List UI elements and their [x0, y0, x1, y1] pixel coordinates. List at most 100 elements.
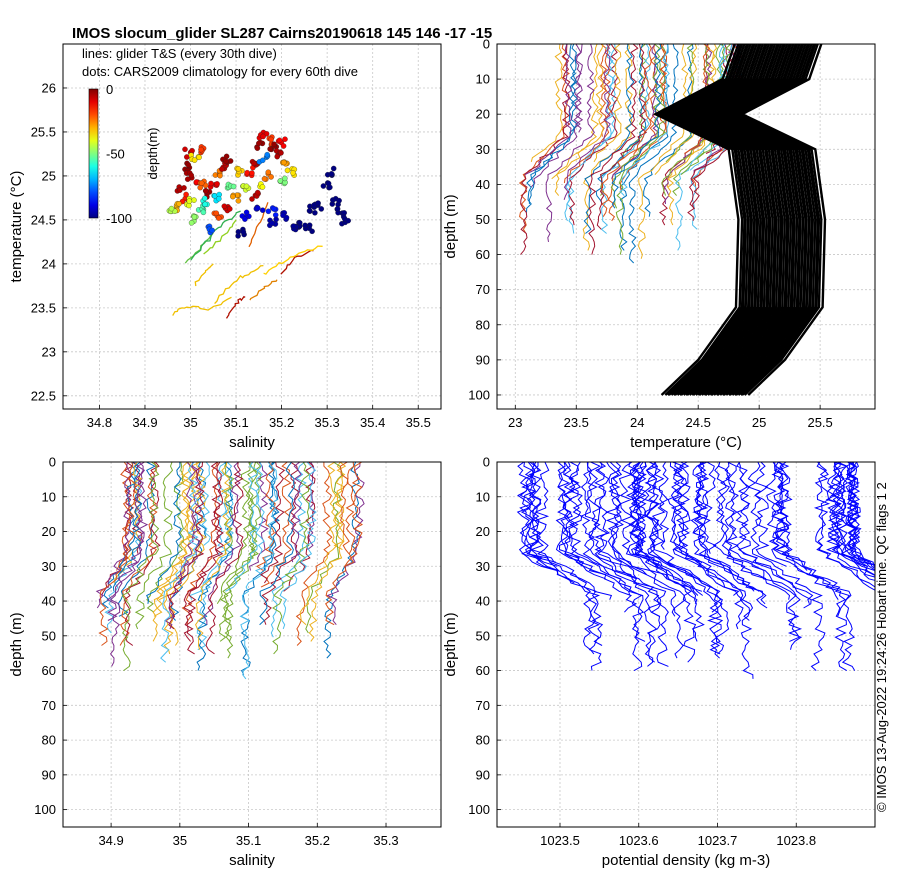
glider-profile-line [152, 462, 191, 642]
ts-diagram-panel: 34.8 34.9 35 35.1 35.2 35.3 35.4 35.5 22.5 23 23.5… [8, 43, 442, 451]
climatology-dot [268, 136, 274, 143]
glider-profile-line [594, 462, 638, 580]
glider-profile-line [596, 44, 648, 230]
glider-profile-line [563, 44, 611, 200]
annotation-text: dots: CARS2009 climatology for every 60t… [82, 64, 358, 79]
climatology-profile-line [677, 44, 765, 396]
glider-profile-line [520, 44, 571, 255]
glider-profile-line [595, 44, 647, 205]
climatology-dot [260, 133, 266, 140]
glider-profile-line [123, 462, 161, 646]
glider-profile-line [216, 462, 251, 605]
glider-profile-line [530, 44, 563, 163]
glider-profile-line [611, 44, 662, 209]
y-tick-label: 30 [476, 142, 490, 157]
climatology-dot [188, 220, 195, 226]
glider-profile-line [95, 462, 133, 609]
climatology-dot [196, 154, 202, 161]
glider-profile-line [259, 462, 295, 626]
climatology-profile-line [665, 44, 752, 396]
climatology-dot [261, 176, 268, 182]
climatology-dot [191, 157, 198, 163]
x-tick-label: 35.4 [360, 415, 385, 430]
y-tick-label: 26 [42, 80, 56, 95]
y-tick-label: 80 [476, 317, 490, 332]
climatology-dot [198, 180, 205, 186]
climatology-dot [168, 205, 175, 212]
y-tick-label: 40 [42, 594, 56, 609]
glider-profile-line [101, 462, 138, 609]
climatology-dot [265, 208, 272, 215]
glider-profile-line [644, 462, 722, 613]
climatology-dot [334, 206, 341, 212]
x-tick-label: 35.1 [236, 833, 261, 848]
glider-profile-line [295, 462, 333, 646]
climatology-dot [223, 158, 229, 165]
glider-ts-line [214, 264, 264, 305]
glider-profile-line [609, 462, 686, 659]
x-tick-label: 1023.8 [776, 833, 816, 848]
climatology-dot [256, 140, 262, 147]
glider-profile-line [831, 462, 866, 567]
climatology-profile-line [689, 44, 777, 396]
climatology-dot [176, 201, 182, 207]
x-tick-label: 35.2 [269, 415, 294, 430]
climatology-profile-line [707, 44, 795, 396]
glider-profile-line [555, 462, 585, 567]
glider-ts-line [225, 295, 246, 319]
climatology-dot [271, 206, 277, 212]
y-tick-label: 60 [42, 663, 56, 678]
climatology-dot [235, 198, 242, 204]
climatology-dot [217, 172, 223, 179]
x-axis-label: salinity [229, 434, 275, 451]
climatology-dot [297, 220, 303, 226]
x-tick-label: 24 [630, 415, 644, 430]
y-tick-label: 90 [42, 767, 56, 782]
y-tick-label: 23 [42, 344, 56, 359]
glider-profile-line [844, 462, 875, 566]
climatology-dot [264, 151, 270, 158]
climatology-dot [227, 158, 234, 164]
y-tick-label: 70 [476, 282, 490, 297]
glider-profile-line [816, 462, 875, 588]
climatology-profile-line [735, 44, 823, 396]
glider-profile-line [643, 44, 694, 217]
climatology-profile-line [713, 44, 801, 396]
glider-profile-line [259, 462, 286, 584]
glider-profile-line [747, 462, 826, 671]
glider-profile-line [735, 462, 812, 609]
glider-profile-line [628, 44, 680, 264]
axes-frame [62, 43, 442, 410]
climatology-dot [259, 157, 266, 164]
climatology-dot [240, 229, 247, 235]
glider-profile-line [715, 462, 791, 600]
glider-profile-line [593, 462, 669, 667]
glider-profile-line [526, 44, 577, 213]
climatology-profile-line [658, 44, 746, 396]
glider-profile-line [160, 462, 199, 663]
climatology-dot [243, 209, 250, 216]
climatology-dot [221, 203, 228, 209]
glider-profile-line [692, 462, 768, 609]
glider-profile-line [560, 462, 638, 613]
glider-profile-line [189, 462, 228, 600]
glider-profile-line [196, 462, 235, 671]
glider-profile-line [813, 462, 875, 591]
x-tick-label: 23.5 [564, 415, 589, 430]
plot-area [516, 462, 875, 679]
climatology-dot [254, 189, 261, 196]
annotation-text: lines: glider T&S (every 30th dive) [82, 46, 277, 61]
y-axis-label: depth (m) [8, 612, 25, 676]
colorbar-label: depth(m) [145, 127, 160, 179]
glider-profile-line [629, 462, 699, 596]
glider-profile-line [195, 462, 232, 650]
glider-profile-line [221, 462, 259, 642]
climatology-dot [219, 166, 225, 172]
glider-profile-line [587, 462, 662, 617]
x-tick-label: 35.5 [406, 415, 431, 430]
y-tick-label: 60 [476, 663, 490, 678]
climatology-dot [249, 196, 255, 202]
climatology-dot [249, 170, 255, 176]
climatology-dot [302, 222, 308, 229]
glider-profile-line [567, 462, 645, 672]
